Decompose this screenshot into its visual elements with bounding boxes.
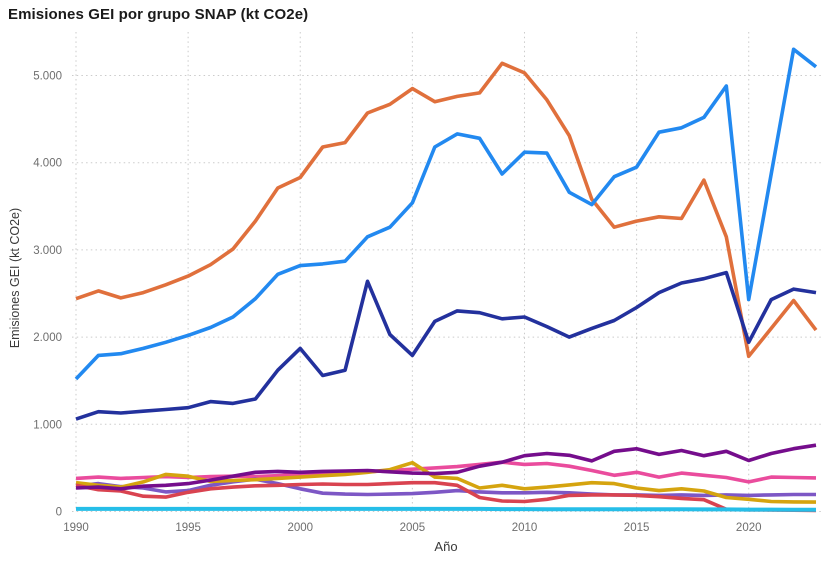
- x-tick-label: 2010: [512, 522, 538, 534]
- dark-purple-line: [75, 443, 817, 491]
- y-tick-label: 5.000: [33, 71, 62, 83]
- x-tick-label: 2020: [736, 522, 762, 534]
- x-tick-label: 1995: [175, 522, 201, 534]
- gold-line: [75, 460, 817, 504]
- y-axis-title: Emisiones GEI (kt CO2e): [8, 207, 22, 349]
- y-tick-label: 0: [56, 507, 62, 519]
- x-tick-label: 1990: [63, 522, 89, 534]
- y-tick-label: 1.000: [33, 419, 62, 431]
- tick-label-layer: 0 1.000 2.000 3.000 4.000 5.000 1990 1995 2000 20…: [33, 71, 761, 535]
- series-layer: [74, 47, 818, 513]
- x-tick-label: 2000: [287, 522, 313, 534]
- y-tick-label: 4.000: [33, 158, 62, 170]
- grid-layer: [72, 32, 822, 512]
- crimson-line: [75, 480, 817, 513]
- violet-line: [75, 477, 816, 498]
- orange-line: [75, 61, 818, 359]
- light-blue-line: [74, 47, 818, 381]
- cyan-line: [76, 506, 816, 512]
- navy-line: [75, 270, 817, 421]
- x-tick-label: 2005: [400, 522, 426, 534]
- y-tick-label: 2.000: [33, 332, 62, 344]
- y-tick-label: 3.000: [33, 245, 62, 257]
- x-tick-label: 2015: [624, 522, 650, 534]
- chart-title: Emisiones GEI por grupo SNAP (kt CO2e): [8, 6, 309, 23]
- x-axis-title: Año: [434, 539, 458, 554]
